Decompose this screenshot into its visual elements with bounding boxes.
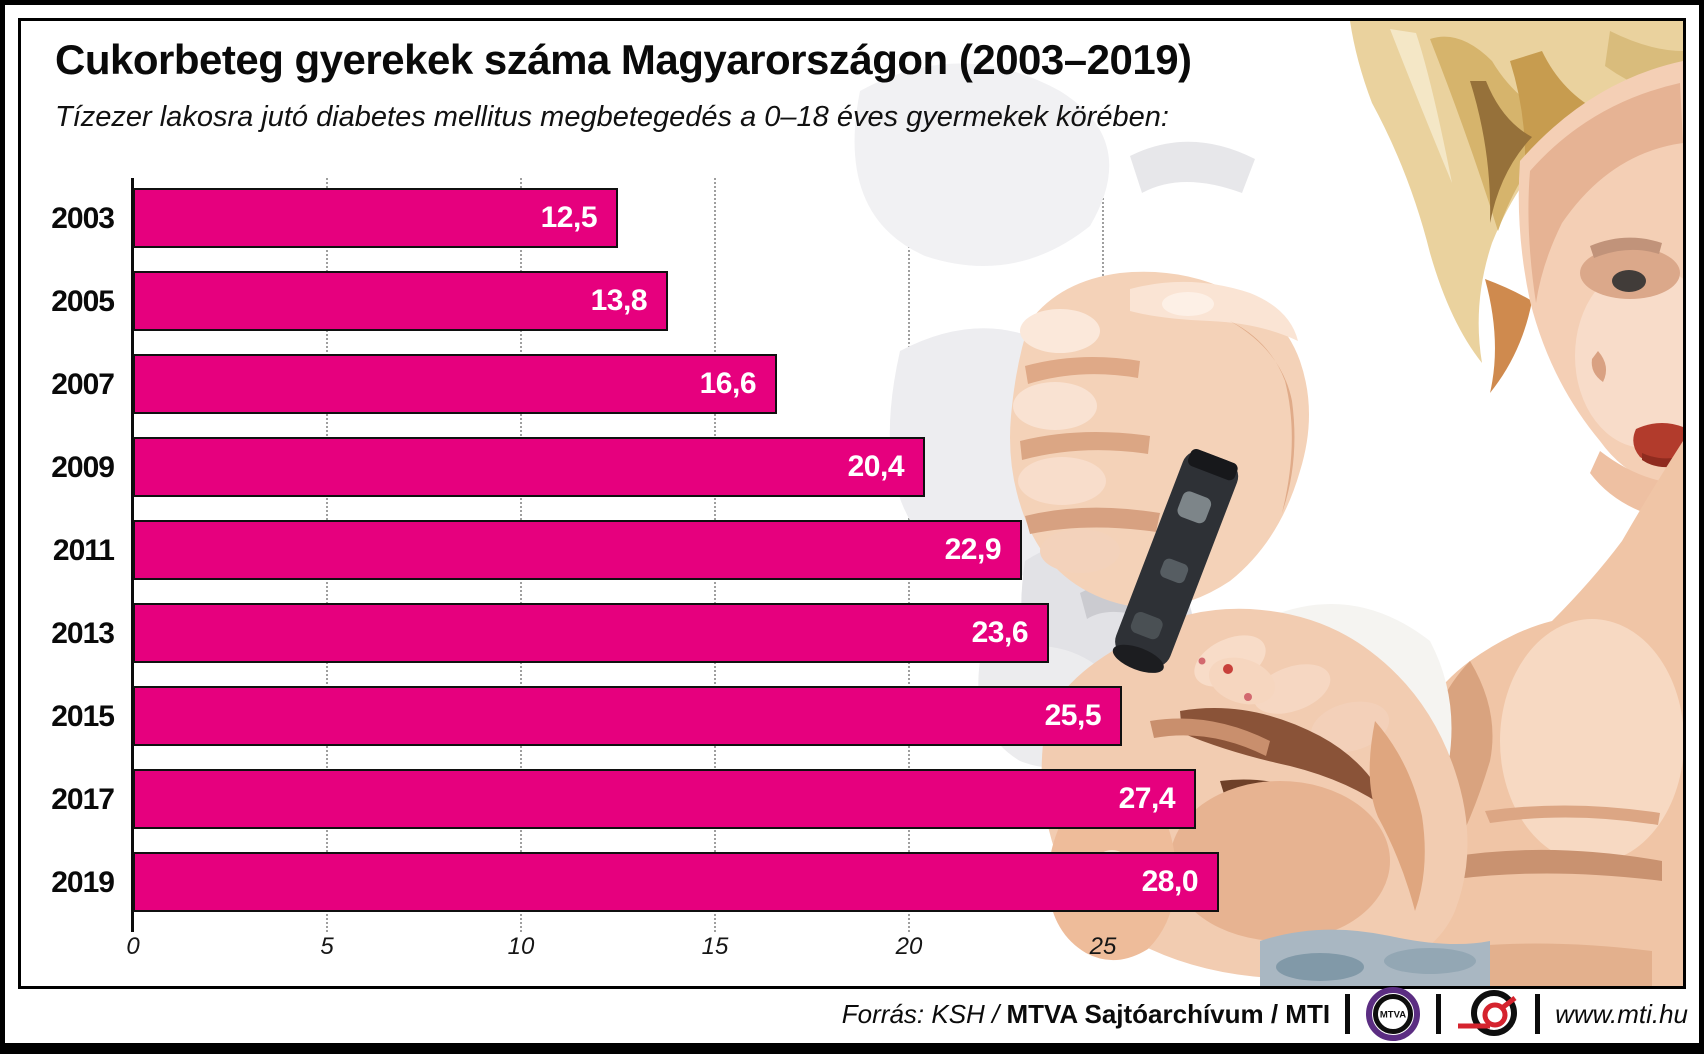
- source-credit: Forrás: KSH / MTVA Sajtóarchívum / MTI: [842, 999, 1330, 1030]
- year-label-2013: 2013: [51, 617, 115, 650]
- source-suffix: / MTI: [1263, 998, 1331, 1029]
- year-label-2005: 2005: [51, 285, 115, 318]
- bar-value-label: 13,8: [590, 284, 648, 317]
- outer-border-right: [1699, 0, 1704, 1054]
- x-tick-label: 15: [701, 933, 729, 960]
- separator-bar: [1436, 994, 1442, 1034]
- bar-2019: 28,0: [133, 852, 1219, 912]
- bar-2003: 12,5: [133, 188, 618, 248]
- year-label-2003: 2003: [51, 202, 115, 235]
- y-axis-line: [131, 178, 134, 932]
- outer-border-bottom: [0, 1043, 1704, 1054]
- bar-2017: 27,4: [133, 769, 1196, 829]
- x-tick-label: 10: [507, 933, 535, 960]
- clothing: [1260, 929, 1490, 986]
- separator-bar: [1345, 994, 1351, 1034]
- page-title: Cukorbeteg gyerekek száma Magyarországon…: [55, 36, 1192, 83]
- bar-value-label: 28,0: [1141, 865, 1199, 898]
- year-label-2009: 2009: [51, 451, 115, 484]
- bar-value-label: 25,5: [1044, 699, 1102, 732]
- x-tick-label: 25: [1089, 933, 1117, 960]
- x-tick-label: 20: [895, 933, 923, 960]
- year-label-2015: 2015: [51, 700, 115, 733]
- source-archive: MTVA Sajtóarchívum: [1006, 998, 1264, 1029]
- mtva-logo: MTVA: [1366, 987, 1421, 1041]
- bar-2009: 20,4: [133, 437, 925, 497]
- website-link[interactable]: www.mti.hu: [1555, 998, 1688, 1029]
- bar-2011: 22,9: [133, 520, 1022, 580]
- bar-value-label: 22,9: [944, 533, 1002, 566]
- lancet-device-body: [1112, 449, 1239, 673]
- child-lancet-illustration: [854, 21, 1683, 986]
- x-tick-label: 0: [126, 933, 140, 960]
- year-label-2011: 2011: [52, 534, 115, 567]
- outer-border-top: [0, 0, 1704, 5]
- footer: Forrás: KSH / MTVA Sajtóarchívum / MTI M…: [842, 987, 1688, 1041]
- bar-value-label: 20,4: [847, 450, 905, 483]
- year-label-2007: 2007: [51, 368, 115, 401]
- child-face: [1518, 61, 1683, 523]
- bar-2015: 25,5: [133, 686, 1122, 746]
- separator-bar: [1535, 994, 1541, 1034]
- bar-value-label: 27,4: [1118, 782, 1176, 815]
- source-prefix: Forrás: KSH /: [841, 998, 1007, 1029]
- page-subtitle: Tízezer lakosra jutó diabetes mellitus m…: [55, 101, 1169, 133]
- mti-logo: [1458, 990, 1518, 1036]
- year-label-2019: 2019: [51, 866, 115, 899]
- bar-2013: 23,6: [133, 603, 1049, 663]
- bar-value-label: 16,6: [699, 367, 757, 400]
- mtva-logo-text: MTVA: [1380, 1010, 1406, 1021]
- pricked-fingertip: [1198, 657, 1276, 705]
- bar-2005: 13,8: [133, 271, 668, 331]
- x-tick-label: 5: [320, 933, 334, 960]
- bar-2007: 16,6: [133, 354, 777, 414]
- adult-fist: [1010, 271, 1309, 608]
- bar-value-label: 23,6: [971, 616, 1029, 649]
- year-label-2017: 2017: [51, 783, 115, 816]
- outer-border-left: [0, 0, 5, 1054]
- bar-value-label: 12,5: [540, 201, 598, 234]
